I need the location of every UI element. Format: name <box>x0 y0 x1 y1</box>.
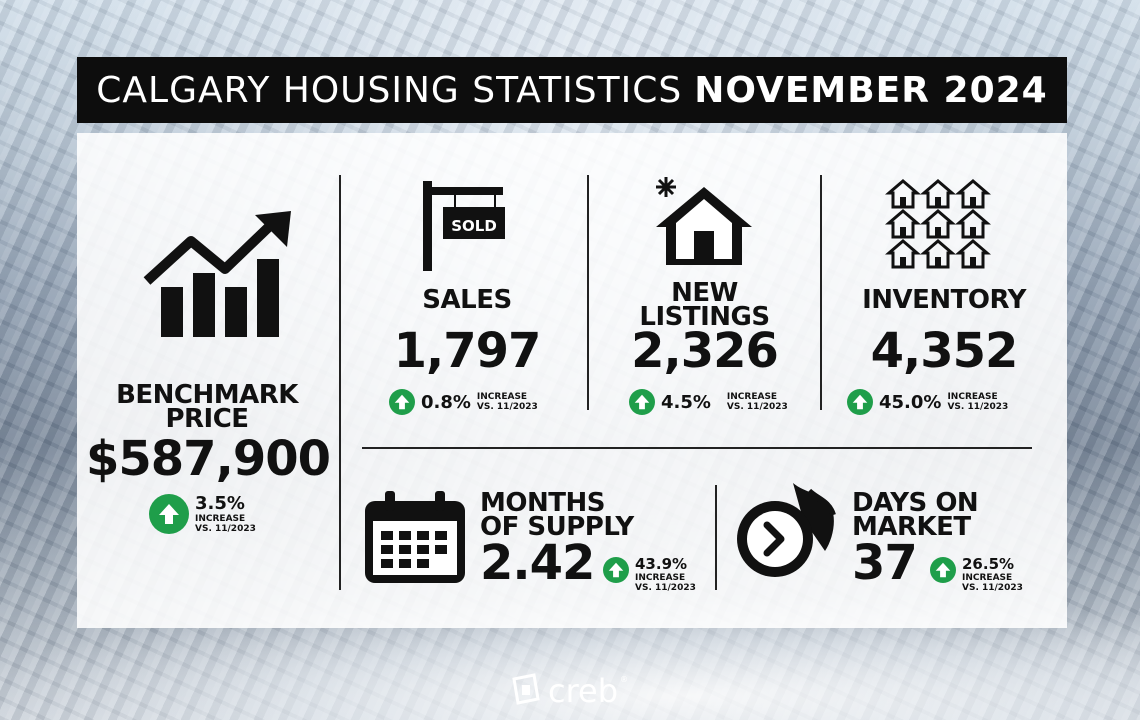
sold-sign-icon: SOLD <box>407 177 517 273</box>
months-supply-value: 2.42 <box>480 535 595 591</box>
creb-logo-reg: ® <box>620 674 629 684</box>
inventory-change-text2: VS. 11/2023 <box>947 402 1009 412</box>
days-market-change: 26.5% INCREASE VS. 11/2023 <box>930 555 1023 593</box>
divider-left <box>339 175 341 590</box>
clock-fire-icon <box>733 479 837 583</box>
benchmark-value: $587,900 <box>85 431 331 487</box>
new-listings-change-pct: 4.5% <box>661 391 711 413</box>
sales-value: 1,797 <box>393 323 542 379</box>
creb-logo: creb ® <box>512 672 628 710</box>
days-market-change-pct: 26.5% <box>962 555 1015 573</box>
months-supply-change: 43.9% INCREASE VS. 11/2023 <box>603 555 696 593</box>
days-market-change-text2: VS. 11/2023 <box>962 583 1023 593</box>
months-supply-label-line2: OF SUPPLY <box>480 512 634 542</box>
benchmark-change-text1: INCREASE <box>195 514 246 524</box>
arrow-up-icon <box>149 493 189 534</box>
new-listings-change: 4.5% INCREASE VS. 11/2023 <box>629 389 788 415</box>
new-listings-change-text1: INCREASE <box>726 392 778 402</box>
new-listings-label-line1: NEW <box>671 278 738 308</box>
days-market-label-line1: DAYS ON <box>852 488 979 518</box>
benchmark-change: 3.5% INCREASE VS. 11/2023 <box>149 493 256 534</box>
sales-change-text1: INCREASE <box>476 392 528 402</box>
days-market-label-line2: MARKET <box>852 512 971 542</box>
inventory-label: INVENTORY <box>862 285 1026 315</box>
divider-mid2 <box>820 175 822 410</box>
trend-chart-icon <box>143 211 293 339</box>
benchmark-label: BENCHMARK PRICE <box>87 380 327 434</box>
arrow-up-icon <box>847 389 873 415</box>
houses-grid-icon <box>885 177 991 269</box>
benchmark-label-line2: PRICE <box>165 404 249 434</box>
calendar-icon <box>361 489 469 587</box>
new-listings-value: 2,326 <box>631 323 779 379</box>
arrow-up-icon <box>389 389 415 415</box>
new-listings-label-line2: LISTINGS <box>639 302 770 332</box>
divider-bottom <box>715 485 717 590</box>
months-supply-label-line1: MONTHS <box>480 488 605 518</box>
stats-panel: BENCHMARK PRICE $587,900 3.5% INCREASE V… <box>77 133 1067 628</box>
days-market-label: DAYS ON MARKET <box>852 488 979 542</box>
page-title: CALGARY HOUSING STATISTICS NOVEMBER 2024 <box>77 57 1067 123</box>
arrow-up-icon <box>603 557 629 583</box>
benchmark-change-pct: 3.5% <box>195 493 245 514</box>
creb-logo-text: creb <box>548 672 619 710</box>
months-supply-change-pct: 43.9% <box>635 555 688 573</box>
sales-change-pct: 0.8% <box>421 391 471 413</box>
inventory-value: 4,352 <box>870 323 1019 379</box>
inventory-change: 45.0% INCREASE VS. 11/2023 <box>847 389 1008 415</box>
months-supply-change-text1: INCREASE <box>635 573 686 583</box>
sold-sign-text: SOLD <box>451 217 497 235</box>
title-regular: CALGARY HOUSING STATISTICS <box>96 69 683 111</box>
benchmark-label-line1: BENCHMARK <box>116 380 298 410</box>
days-market-change-text1: INCREASE <box>962 573 1013 583</box>
divider-horizontal <box>362 447 1032 449</box>
arrow-up-icon <box>930 557 956 583</box>
benchmark-change-text2: VS. 11/2023 <box>195 524 256 534</box>
sales-change: 0.8% INCREASE VS. 11/2023 <box>389 389 538 415</box>
inventory-change-text1: INCREASE <box>947 392 998 402</box>
sales-change-text2: VS. 11/2023 <box>476 402 538 412</box>
new-house-icon <box>652 175 757 267</box>
months-supply-label: MONTHS OF SUPPLY <box>480 488 634 542</box>
sales-label: SALES <box>422 285 512 315</box>
inventory-change-pct: 45.0% <box>879 391 942 413</box>
title-bold: NOVEMBER 2024 <box>694 69 1048 111</box>
divider-mid1 <box>587 175 589 410</box>
days-market-value: 37 <box>852 535 918 591</box>
new-listings-label: NEW LISTINGS <box>597 278 812 332</box>
arrow-up-icon <box>629 389 655 415</box>
months-supply-change-text2: VS. 11/2023 <box>635 583 696 593</box>
new-listings-change-text2: VS. 11/2023 <box>726 402 788 412</box>
creb-logo-icon <box>512 673 542 709</box>
